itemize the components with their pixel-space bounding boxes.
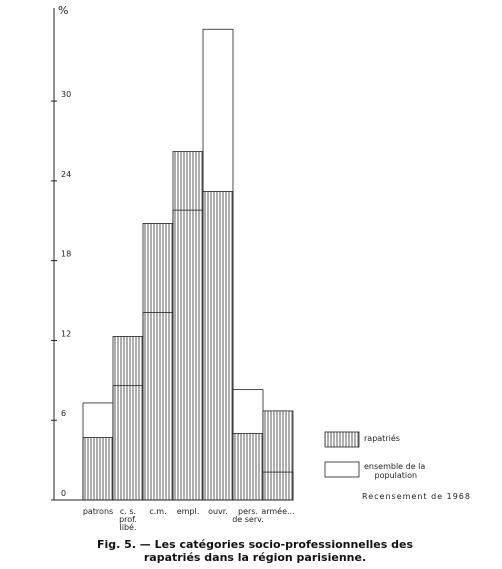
x-tick-label: empl. [177, 507, 200, 516]
y-unit: % [58, 4, 68, 17]
bar [112, 336, 144, 501]
y-tick-label: 24 [61, 170, 71, 179]
x-tick-label: patrons [83, 507, 113, 516]
x-tick-label: c.m. [149, 507, 166, 516]
bar [172, 151, 204, 501]
bar [202, 28, 234, 501]
y-tick-label: 12 [61, 329, 71, 338]
legend-swatch [324, 431, 360, 448]
y-tick-label: 18 [61, 250, 71, 259]
bar [142, 223, 174, 501]
bar [262, 410, 294, 501]
chart: % Recensement de 1968 0 6 12 18 24 30 patrons c… [51, 4, 471, 532]
x-tick-label: c. s. prof. libé. [119, 507, 137, 532]
bar [262, 471, 294, 501]
y-tick-label: 6 [61, 409, 66, 418]
legend-swatch [324, 461, 360, 478]
annotation: Recensement de 1968 [362, 492, 471, 501]
caption: Fig. 5. — Les catégories socio-professio… [96, 538, 414, 564]
bar [82, 437, 114, 501]
x-tick-label: ouvr. [208, 507, 228, 516]
legend-label: ensemble de la population [364, 462, 425, 480]
legend-label: rapatriés [364, 433, 400, 443]
y-tick-label: 30 [61, 90, 71, 99]
y-tick-label: 0 [61, 489, 66, 498]
x-tick-label: armée... [261, 506, 294, 516]
bar [232, 433, 264, 501]
x-tick-label: pers. de serv. [232, 507, 264, 524]
bar [202, 191, 234, 501]
